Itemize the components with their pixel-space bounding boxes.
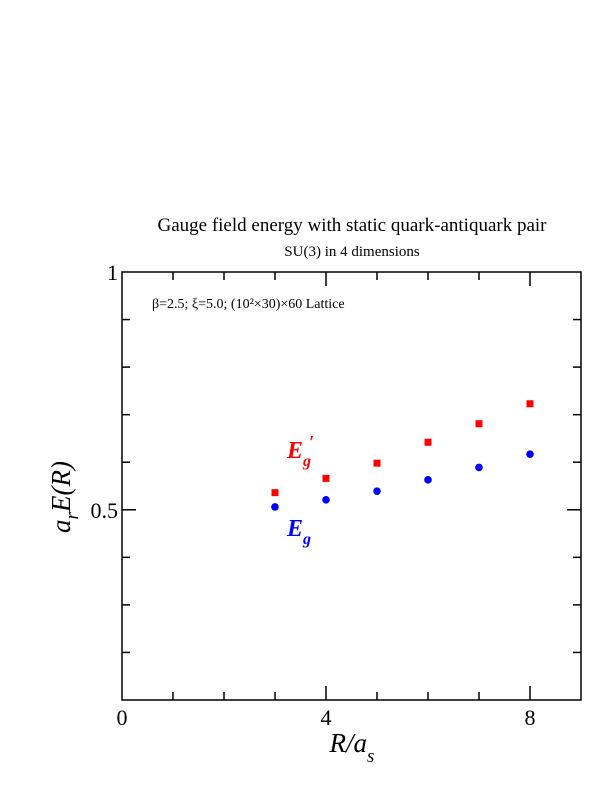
point-eg-prime	[475, 420, 483, 428]
data-points	[271, 400, 534, 511]
chart-subtitle: SU(3) in 4 dimensions	[284, 244, 420, 260]
y-axis-label-sub: r	[62, 511, 83, 519]
legend-eg-prime-mark: ′	[309, 432, 314, 452]
legend-eg-sub: g	[302, 531, 311, 548]
y-axis-label: arE(R)	[46, 461, 83, 533]
chart-title: Gauge field energy with static quark-ant…	[157, 215, 547, 236]
y-axis-label-post: E(R)	[46, 461, 76, 513]
legend-eg-prime-main: E	[286, 438, 303, 464]
point-eg	[475, 463, 483, 472]
legend-eg-main: E	[286, 516, 303, 542]
x-tick-label: 4	[321, 705, 332, 730]
x-axis-label: R/as	[329, 728, 375, 767]
point-eg-prime	[373, 459, 381, 467]
plot-frame	[121, 271, 582, 701]
x-axis-label-sub: s	[367, 746, 374, 767]
legend-label-eg-prime: Eg′	[286, 432, 314, 470]
lattice-annotation: β=2.5; ξ=5.0; (10²×30)×60 Lattice	[152, 297, 345, 312]
x-tick-label: 0	[117, 705, 128, 730]
point-eg	[526, 450, 534, 458]
point-eg	[373, 487, 381, 496]
point-eg	[424, 476, 432, 484]
y-tick-label: 1	[107, 260, 118, 285]
point-eg	[322, 495, 330, 504]
point-eg-prime	[526, 400, 534, 408]
x-tick-label: 8	[525, 705, 536, 730]
point-eg-prime	[322, 474, 330, 482]
point-eg	[271, 503, 279, 511]
legend-eg-prime-sub: g	[302, 453, 311, 470]
y-axis-label-pre: a	[46, 519, 76, 533]
y-tick-label: 0.5	[91, 498, 119, 523]
x-axis-label-main: R/a	[329, 728, 368, 758]
axis-tick-labels: 0 4 8 0.5 1	[91, 260, 536, 730]
legend-label-eg: Eg	[286, 516, 311, 548]
point-eg-prime	[424, 438, 432, 446]
point-eg-prime	[271, 489, 279, 497]
axis-ticks	[122, 272, 581, 700]
